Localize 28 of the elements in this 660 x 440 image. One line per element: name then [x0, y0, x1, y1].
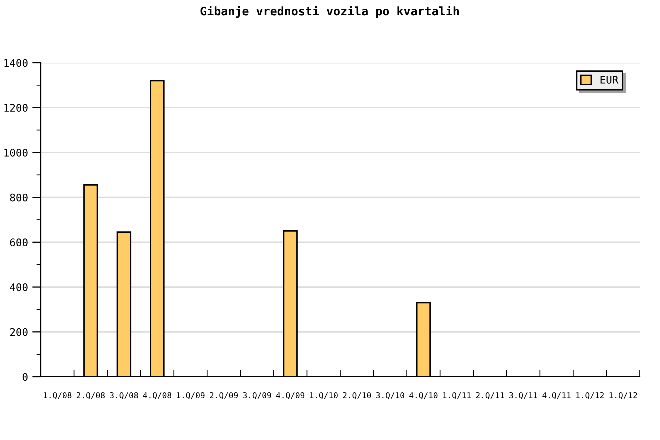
- x-tick-label: 1.Q/12: [610, 392, 638, 400]
- y-tick-label: 1400: [4, 59, 28, 68]
- x-tick-label: 1.Q/10: [310, 392, 338, 400]
- x-tick-label: 3.Q/11: [510, 392, 538, 400]
- x-tick-label: 1.Q/12: [576, 392, 604, 400]
- x-tick-label: 4.Q/11: [542, 392, 571, 400]
- x-tick-label: 3.Q/10: [376, 392, 404, 400]
- y-tick-label: 600: [10, 238, 28, 247]
- x-tick-label: 4.Q/09: [276, 392, 305, 400]
- x-tick-label: 3.Q/08: [110, 392, 138, 400]
- x-tick-label: 3.Q/09: [243, 392, 272, 400]
- x-tick-label: 1.Q/08: [44, 392, 72, 400]
- x-tick-label: 2.Q/09: [210, 392, 238, 400]
- y-tick-label: 400: [10, 284, 28, 292]
- x-tick-label: 2.Q/08: [76, 392, 105, 400]
- legend-label: EUR: [600, 76, 619, 84]
- x-tick-label: 2.Q/10: [343, 392, 372, 400]
- chart-title: Gibanje vrednosti vozila po kvartalih: [200, 6, 460, 18]
- y-tick-label: 800: [10, 194, 28, 202]
- x-tick-label: 2.Q/11: [476, 392, 504, 400]
- y-tick-label: 1000: [4, 148, 28, 157]
- y-tick-label: 1200: [4, 104, 28, 112]
- x-tick-label: 4.Q/08: [143, 392, 172, 400]
- y-tick-label: 200: [10, 328, 28, 336]
- x-tick-label: 1.Q/11: [443, 392, 471, 400]
- y-tick-label: 0: [22, 373, 28, 382]
- x-tick-label: 4.Q/10: [410, 392, 438, 400]
- x-tick-label: 1.Q/09: [177, 392, 205, 400]
